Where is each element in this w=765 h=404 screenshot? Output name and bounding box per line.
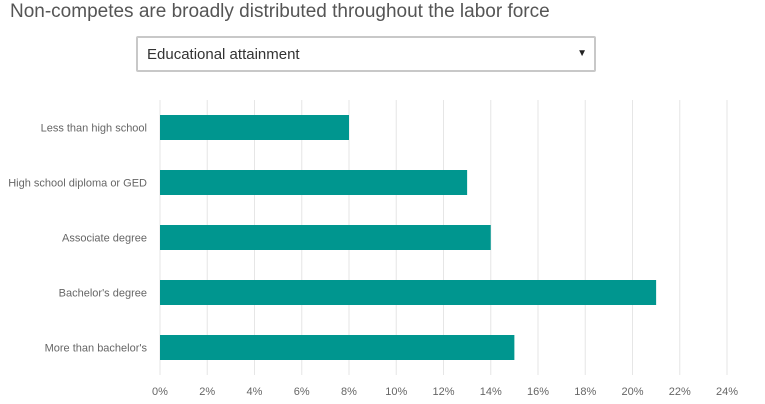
x-tick-label: 12% [432, 386, 454, 398]
bar [160, 115, 349, 140]
x-tick-label: 6% [294, 386, 310, 398]
x-tick-label: 0% [152, 386, 168, 398]
category-label: Bachelor's degree [59, 288, 147, 300]
x-tick-label: 24% [716, 386, 738, 398]
x-tick-label: 22% [669, 386, 691, 398]
bar [160, 335, 515, 360]
x-tick-label: 10% [385, 386, 407, 398]
page-title: Non-competes are broadly distributed thr… [10, 1, 550, 22]
x-tick-label: 2% [199, 386, 215, 398]
category-label: High school diploma or GED [8, 178, 147, 190]
x-tick-label: 4% [247, 386, 263, 398]
x-tick-label: 8% [341, 386, 357, 398]
category-label: Associate degree [62, 233, 147, 245]
bar [160, 170, 468, 195]
x-tick-label: 14% [480, 386, 502, 398]
category-label: Less than high school [41, 123, 147, 135]
category-label: More than bachelor's [45, 343, 148, 355]
x-tick-label: 20% [621, 386, 643, 398]
bar [160, 225, 491, 250]
category-select[interactable]: Educational attainment ▼ [136, 36, 596, 72]
triangle-down-icon: ▼ [577, 48, 587, 59]
category-select-value: Educational attainment [147, 46, 300, 63]
x-tick-label: 18% [574, 386, 596, 398]
x-tick-label: 16% [527, 386, 549, 398]
bar [160, 280, 657, 305]
